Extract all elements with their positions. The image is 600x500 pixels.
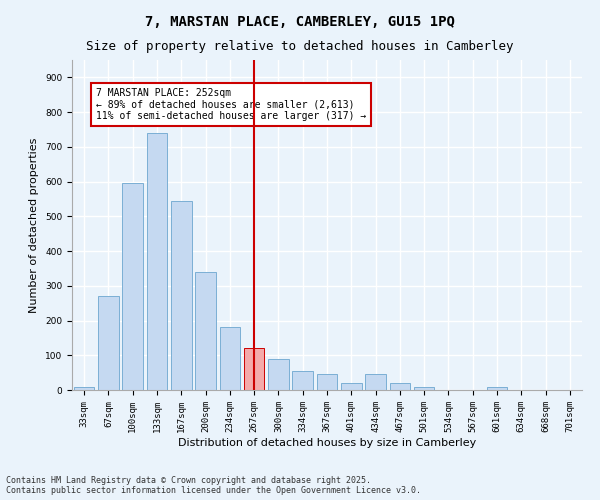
- Bar: [317, 374, 337, 390]
- Bar: [365, 374, 386, 390]
- Bar: [292, 371, 313, 390]
- Bar: [195, 272, 216, 390]
- Text: Contains HM Land Registry data © Crown copyright and database right 2025.
Contai: Contains HM Land Registry data © Crown c…: [6, 476, 421, 495]
- Bar: [146, 133, 167, 390]
- Bar: [487, 386, 508, 390]
- X-axis label: Distribution of detached houses by size in Camberley: Distribution of detached houses by size …: [178, 438, 476, 448]
- Bar: [171, 200, 191, 390]
- Text: 7 MARSTAN PLACE: 252sqm
← 89% of detached houses are smaller (2,613)
11% of semi: 7 MARSTAN PLACE: 252sqm ← 89% of detache…: [96, 88, 367, 121]
- Text: 7, MARSTAN PLACE, CAMBERLEY, GU15 1PQ: 7, MARSTAN PLACE, CAMBERLEY, GU15 1PQ: [145, 15, 455, 29]
- Bar: [74, 386, 94, 390]
- Text: Size of property relative to detached houses in Camberley: Size of property relative to detached ho…: [86, 40, 514, 53]
- Bar: [341, 383, 362, 390]
- Bar: [389, 383, 410, 390]
- Bar: [220, 328, 240, 390]
- Bar: [122, 184, 143, 390]
- Y-axis label: Number of detached properties: Number of detached properties: [29, 138, 40, 312]
- Bar: [244, 348, 265, 390]
- Bar: [268, 358, 289, 390]
- Bar: [414, 386, 434, 390]
- Bar: [98, 296, 119, 390]
